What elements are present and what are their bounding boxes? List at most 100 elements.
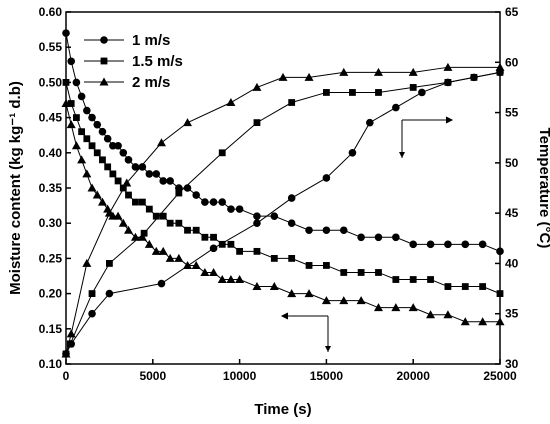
moisture-point — [357, 233, 365, 242]
moisture-point — [192, 191, 200, 199]
moisture-point — [392, 276, 400, 283]
series-layer — [61, 29, 505, 358]
right-y-tick-label: 35 — [505, 307, 519, 321]
temperature-point — [418, 88, 426, 97]
right-y-tick-label: 40 — [505, 256, 519, 270]
moisture-point — [109, 170, 117, 178]
temperature-point — [66, 329, 76, 338]
moisture-point — [374, 233, 383, 242]
moisture-point — [119, 149, 128, 157]
moisture-point — [67, 100, 75, 107]
moisture-point — [184, 226, 191, 234]
right-y-tick-label: 65 — [505, 5, 519, 19]
moisture-point — [174, 253, 184, 262]
moisture-point — [270, 212, 279, 220]
moisture-point — [113, 211, 123, 220]
left-y-tick-label: 0.15 — [39, 322, 63, 336]
moisture-point — [496, 290, 504, 297]
temperature-point — [323, 89, 330, 96]
moisture-point — [138, 198, 146, 206]
temperature-point — [156, 138, 166, 147]
x-tick-label: 15000 — [310, 369, 344, 383]
temperature-point — [88, 290, 96, 297]
arrow-to-left-axis — [280, 312, 329, 352]
moisture-point — [152, 170, 161, 178]
temperature-point — [366, 118, 374, 127]
moisture-point — [252, 282, 262, 291]
moisture-point — [287, 289, 297, 298]
moisture-point — [87, 183, 97, 192]
legend-marker — [100, 57, 108, 65]
moisture-point — [144, 239, 154, 248]
moisture-point — [209, 198, 218, 206]
moisture-point — [226, 275, 236, 284]
moisture-point — [78, 128, 86, 136]
temperature-point — [140, 229, 148, 237]
temperature-point — [278, 72, 288, 81]
moisture-point — [192, 226, 200, 234]
moisture-point — [443, 310, 453, 319]
moisture-point — [138, 163, 147, 171]
left-y-tick-label: 0.25 — [39, 251, 63, 265]
moisture-point — [159, 177, 168, 185]
legend-marker — [100, 36, 108, 44]
moisture-point — [426, 310, 436, 319]
x-tick-label: 5000 — [139, 369, 166, 383]
right-y-tick-label: 55 — [505, 106, 519, 120]
moisture-point — [97, 197, 107, 206]
moisture-point — [321, 296, 331, 305]
right-y-axis: 30 35 40 45 50 55 60 65 — [495, 5, 519, 371]
moisture-point — [461, 283, 469, 290]
temperature-point — [287, 194, 296, 202]
arrow-head-down-2 — [325, 346, 331, 352]
moisture-series-2-m-s — [61, 99, 505, 326]
moisture-point — [137, 232, 147, 241]
left-y-tick-label: 0.50 — [39, 75, 63, 89]
left-y-tick-label: 0.40 — [39, 146, 63, 160]
legend-item: 1.5 m/s — [84, 53, 183, 70]
moisture-point — [427, 276, 434, 283]
moisture-point — [478, 317, 488, 326]
moisture-point — [77, 92, 86, 101]
moisture-point — [408, 303, 418, 312]
moisture-point — [124, 156, 133, 164]
moisture-point — [83, 106, 91, 115]
temperature-point — [444, 79, 452, 86]
moisture-point — [114, 141, 122, 150]
moisture-point — [166, 219, 174, 227]
moisture-point — [201, 233, 209, 241]
left-y-axis-title: Moisture content (kg kg⁻¹ d.b) — [7, 81, 24, 295]
moisture-point — [66, 120, 76, 129]
moisture-point — [145, 205, 153, 213]
temperature-point — [106, 260, 113, 267]
moisture-point — [426, 240, 435, 249]
moisture-point — [158, 246, 168, 255]
moisture-point — [460, 317, 470, 326]
moisture-line — [65, 82, 501, 295]
moisture-point — [88, 142, 96, 150]
legend-label: 1 m/s — [132, 32, 170, 49]
moisture-point — [72, 78, 81, 87]
legend-label: 1.5 m/s — [132, 53, 183, 70]
left-y-tick-label: 0.45 — [39, 111, 63, 125]
temperature-point — [218, 149, 226, 157]
moisture-point — [444, 283, 452, 290]
moisture-point — [227, 240, 235, 248]
legend-item: 2 m/s — [84, 74, 170, 91]
moisture-point — [235, 205, 244, 213]
moisture-point — [339, 226, 348, 235]
moisture-point — [269, 282, 279, 291]
moisture-point — [357, 269, 365, 276]
moisture-point — [409, 240, 418, 249]
moisture-point — [209, 267, 219, 276]
moisture-point — [392, 233, 400, 242]
temperature-point — [349, 89, 356, 96]
moisture-point — [92, 190, 102, 199]
temperature-point — [409, 84, 417, 91]
moisture-point — [73, 114, 80, 121]
moisture-point — [175, 219, 183, 227]
moisture-point — [152, 212, 160, 220]
moisture-point — [62, 79, 70, 86]
x-axis: 0 5000 10000 15000 20000 25000 — [63, 359, 517, 383]
